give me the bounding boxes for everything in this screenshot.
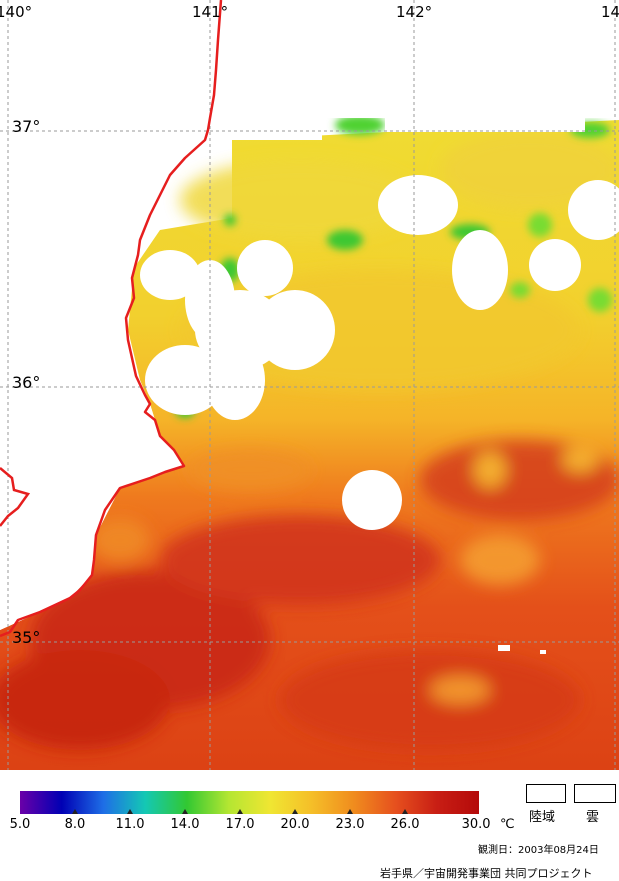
latitude-label-36: 36°: [12, 373, 41, 392]
peninsula-coast: [0, 467, 31, 527]
colorbar-tick-mark: [237, 809, 243, 814]
cloud-swatch: [574, 784, 616, 803]
colorbar-tick-label: 8.0: [64, 817, 86, 832]
colorbar-tick-mark: [182, 809, 188, 814]
colorbar-graphic: [20, 791, 479, 814]
colorbar-tick-mark: [127, 809, 133, 814]
land-swatch: [526, 784, 566, 803]
sea-surface-temperature-map: 140° 141° 142° 14 37° 36° 35°: [0, 0, 619, 770]
coastline: [0, 0, 223, 638]
colorbar-tick-label: 26.0: [390, 817, 420, 832]
temperature-unit: ℃: [500, 817, 515, 832]
longitude-label-143: 14: [601, 3, 619, 21]
colorbar-tick-label: 17.0: [225, 817, 255, 832]
colorbar-tick-mark: [292, 809, 298, 814]
graticule: [0, 0, 619, 770]
colorbar-tick-mark: [72, 809, 78, 814]
latitude-label-35: 35°: [12, 628, 41, 647]
colorbar-tick-label: 20.0: [280, 817, 310, 832]
cloud-swatch-label: 雲: [586, 810, 600, 825]
colorbar-tick-label: 30.0: [461, 817, 491, 832]
colorbar-tick-mark: [347, 809, 353, 814]
cool-water-patches: [175, 115, 612, 418]
land-area: [0, 0, 221, 630]
longitude-label-140: 140°: [0, 3, 33, 21]
longitude-label-142: 142°: [396, 3, 433, 21]
colorbar-tick-label: 14.0: [170, 817, 200, 832]
map-canvas: [0, 0, 619, 770]
colorbar-tick-label: 23.0: [335, 817, 365, 832]
legend: 5.0 8.0 11.0 14.0 17.0 20.0 23.0 26.0 30.0 ℃ 陸域 …: [0, 770, 619, 881]
latitude-label-37: 37°: [12, 117, 41, 136]
credit-line: 岩手県／宇宙開発事業団 共同プロジェクト: [380, 867, 593, 880]
land-swatch-label: 陸域: [529, 810, 556, 825]
temperature-texture: [0, 130, 619, 750]
colorbar: [20, 791, 479, 814]
observation-date: 観測日：2003年08月24日: [478, 845, 599, 856]
colorbar-tick-label: 11.0: [115, 817, 145, 832]
colorbar-tick-mark: [402, 809, 408, 814]
longitude-label-141: 141°: [192, 3, 229, 21]
colorbar-tick-label: 5.0: [9, 817, 31, 832]
